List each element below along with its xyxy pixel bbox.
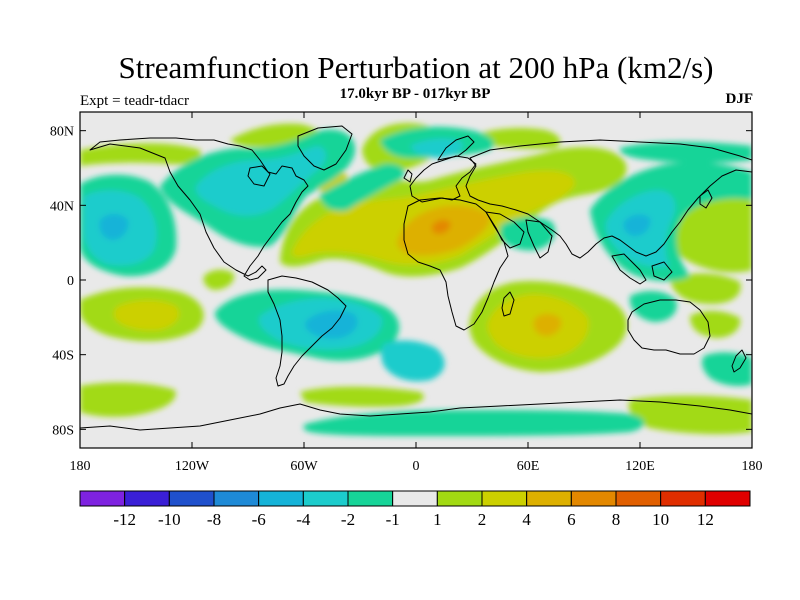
coastlines (80, 125, 752, 431)
x-tick-label: 0 (413, 459, 420, 474)
negative-region-india-arabia (500, 217, 556, 251)
x-tick-label: 180 (742, 459, 763, 474)
colorbar-label: -6 (252, 510, 266, 529)
colorbar-box (302, 490, 349, 507)
negative-region-arctic-east (619, 141, 752, 163)
colorbar-box (570, 490, 617, 507)
positive-region-southern-ocean-east (628, 395, 752, 435)
colorbar-label: 10 (652, 510, 669, 529)
colorbar-box (258, 490, 304, 507)
colorbar-box (79, 490, 126, 507)
colorbar-labels: -12 -10 -8 -6 -4 -2 -1 1 2 4 6 8 10 12 (113, 510, 714, 529)
coast-antarctica (80, 399, 752, 431)
y-tick-label: 40N (50, 199, 74, 214)
negative-region-southern-ocean (303, 410, 645, 436)
colorbar-box (481, 490, 528, 507)
colorbar-box (392, 490, 438, 507)
coast-scandinavia (437, 135, 475, 161)
coast-hudson-bay (247, 165, 271, 187)
colorbar-boxes (79, 490, 751, 507)
negative-region-north-america-inner (195, 146, 327, 216)
colorbar-label: -1 (386, 510, 400, 529)
y-tick-label: 80S (52, 423, 74, 438)
axis-ticks (79, 112, 753, 448)
colorbar-label: 12 (697, 510, 714, 529)
negative-region-north-atlantic-band (320, 163, 405, 212)
x-tick-label: 60W (290, 459, 318, 474)
x-tick-label: 180 (70, 459, 91, 474)
colorbar-label: -4 (296, 510, 311, 529)
colorbar-label: 8 (612, 510, 621, 529)
coast-greenland (297, 125, 353, 171)
season-label: DJF (725, 91, 754, 107)
colorbar-label: 6 (567, 510, 576, 529)
coast-australia (627, 299, 711, 355)
chart-subtitle: 17.0kyr BP - 017kyr BP (339, 86, 491, 102)
colorbar-box (704, 490, 751, 507)
positive-region-arctic-pacific (80, 143, 201, 166)
colorbar-box (436, 490, 483, 507)
coast-british-isles (403, 169, 413, 183)
colorbar-box (660, 490, 706, 507)
coast-africa (403, 197, 509, 331)
x-tick-label: 120E (625, 459, 655, 474)
coast-madagascar (501, 291, 515, 317)
negative-region-south-atlantic (381, 340, 445, 382)
coast-south-america (267, 275, 347, 387)
coast-arabia-india (485, 211, 553, 259)
colorbar-label: -8 (207, 510, 221, 529)
colorbar-label: -10 (158, 510, 181, 529)
coast-north-america (89, 137, 309, 281)
y-tick-label: 0 (67, 274, 74, 289)
positive-region-tasman (690, 310, 741, 338)
colorbar-box (347, 490, 394, 507)
colorbar-box (615, 490, 662, 507)
chart-title: Streamfunction Perturbation at 200 hPa (… (118, 50, 714, 85)
positive-region-southern-ocean-west (80, 382, 176, 417)
positive-region-southern-indian-core (533, 313, 562, 336)
x-tick-label: 120W (175, 459, 210, 474)
coast-japan (699, 189, 713, 209)
positive-region-south-pacific-inner (113, 300, 180, 331)
coast-asia (465, 139, 752, 259)
y-tick-label: 40S (52, 349, 74, 364)
x-tick-label: 60E (517, 459, 540, 474)
coast-new-zealand (731, 349, 747, 373)
positive-region-sahara-peak (431, 219, 451, 234)
negative-region-arctic-siberia-inner (410, 138, 463, 158)
colorbar-box (124, 490, 170, 507)
negative-region-east-asia-core (623, 214, 651, 236)
axis-labels: 180 120W 60W 0 60E 120E 180 80N 40N 0 40S 80S (50, 125, 763, 474)
positive-region-caribbean (203, 269, 235, 290)
positive-region-southern-ocean-atlantic (300, 386, 424, 407)
negative-region-west-australia (629, 291, 677, 322)
colorbar-box (168, 490, 215, 507)
y-tick-label: 80N (50, 125, 74, 140)
experiment-label: Expt = teadr-tdacr (80, 93, 189, 109)
colorbar-box (526, 490, 572, 507)
negative-region-subtropical-north-pacific-core (99, 214, 129, 240)
colorbar-box (213, 490, 260, 507)
colorbar-label: -2 (341, 510, 355, 529)
colorbar-label: -12 (113, 510, 136, 529)
positive-region-west-pacific-tropics (670, 273, 741, 304)
negative-region-south-west-pacific (702, 352, 752, 386)
coast-southeast-asia (611, 253, 673, 285)
colorbar-label: 1 (433, 510, 442, 529)
colorbar-label: 4 (522, 510, 531, 529)
negative-region-south-america-core (305, 310, 358, 339)
colorbar-label: 2 (478, 510, 487, 529)
contour-field (80, 112, 752, 448)
